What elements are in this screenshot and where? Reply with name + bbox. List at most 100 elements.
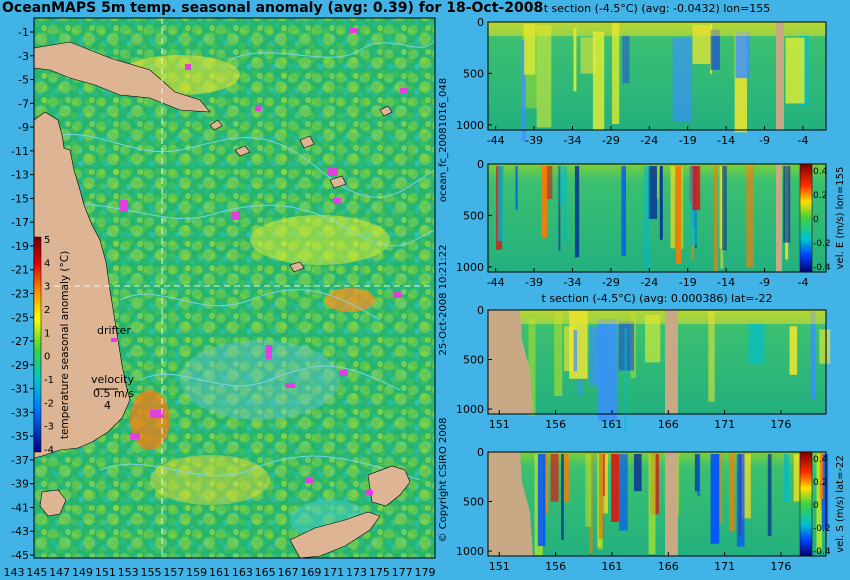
temperature-colorbar-ticks: 5 4 3 2 1 0 -1 -2 -3 -4 bbox=[44, 235, 54, 456]
section-feature bbox=[672, 38, 692, 122]
generated-date-label: 25-Oct-2008 10:21:22 bbox=[438, 244, 449, 355]
section-feature bbox=[656, 166, 659, 199]
section-feature bbox=[585, 454, 592, 527]
section-x-tick: -24 bbox=[640, 134, 658, 147]
section-feature bbox=[816, 454, 822, 551]
section-feature bbox=[784, 454, 789, 502]
section-feature bbox=[554, 312, 563, 397]
lon-tick-label: 171 bbox=[323, 566, 344, 579]
section-x-tick: 151 bbox=[489, 560, 510, 573]
section-x-tick: -14 bbox=[717, 276, 735, 289]
section-feature bbox=[692, 166, 701, 211]
section-feature bbox=[541, 166, 548, 239]
section-y-tick: 1000 bbox=[456, 403, 484, 416]
section-title: t section (-4.5°C) (avg: 0.000386) lat=-… bbox=[542, 292, 773, 305]
section-feature bbox=[742, 454, 751, 519]
lon-tick-label: 173 bbox=[346, 566, 367, 579]
section-feature bbox=[622, 35, 630, 84]
section-feature bbox=[675, 166, 682, 264]
section-feature bbox=[545, 454, 549, 514]
section-feature bbox=[574, 166, 580, 258]
section-feature bbox=[713, 166, 719, 273]
section-feature bbox=[558, 166, 561, 251]
temperature-colorbar-tick: -3 bbox=[44, 422, 54, 433]
velocity-legend-speed: 0.5 m/s bbox=[93, 387, 134, 400]
lat-tick-label: -29 bbox=[11, 359, 29, 372]
lon-tick-label: 155 bbox=[141, 566, 162, 579]
section-x-tick: -9 bbox=[759, 134, 770, 147]
lat-tick-label: -45 bbox=[11, 549, 29, 562]
drifter-legend-label: drifter bbox=[97, 324, 131, 337]
section-y-tick: 500 bbox=[463, 209, 484, 222]
section-feature bbox=[611, 454, 620, 522]
section-feature bbox=[710, 29, 720, 70]
lat-tick-label: -37 bbox=[11, 454, 29, 467]
velocity-colorbar-label: vel. S (m/s) lat=-22 bbox=[835, 455, 846, 553]
velocity-legend-label: velocity bbox=[91, 373, 134, 386]
velocity-colorbar-tick: -0.4 bbox=[813, 547, 831, 557]
temperature-colorbar-tick: -4 bbox=[44, 445, 54, 456]
section-feature bbox=[659, 166, 663, 240]
section-feature bbox=[718, 454, 723, 525]
section-feature bbox=[735, 31, 750, 79]
section-x-tick: 176 bbox=[770, 560, 791, 573]
velocity-colorbar-tick: 0 bbox=[813, 501, 819, 511]
section-y-tick: 500 bbox=[463, 67, 484, 80]
lat-tick-label: -3 bbox=[18, 50, 29, 63]
section-feature bbox=[612, 22, 620, 124]
section-frame bbox=[487, 21, 827, 131]
section-x-tick: -39 bbox=[525, 276, 543, 289]
section-feature bbox=[563, 454, 570, 503]
section-feature bbox=[736, 454, 745, 547]
section-x-tick: -24 bbox=[640, 276, 658, 289]
lat-tick-label: -15 bbox=[11, 192, 29, 205]
surface-layer bbox=[488, 310, 826, 324]
section-feature bbox=[648, 166, 658, 219]
section-feature bbox=[708, 310, 715, 402]
section-x-tick: 156 bbox=[545, 560, 566, 573]
lon-tick-label: 143 bbox=[4, 566, 25, 579]
section-feature bbox=[515, 166, 518, 210]
section-x-tick: -14 bbox=[717, 134, 735, 147]
velocity-colorbar-tick: 0.4 bbox=[813, 455, 828, 465]
section-feature bbox=[561, 454, 564, 540]
lon-tick-labels: 143 145 147 149 151 153 155 157 159 161 163 165 167 1… bbox=[4, 566, 436, 579]
temperature-colorbar bbox=[33, 236, 42, 453]
lon-tick-label: 177 bbox=[392, 566, 413, 579]
section-feature bbox=[720, 166, 724, 269]
lon-tick-label: 157 bbox=[163, 566, 184, 579]
lat-tick-label: -27 bbox=[11, 335, 29, 348]
lat-tick-label: -11 bbox=[11, 145, 29, 158]
velocity-colorbar-tick: 0.4 bbox=[813, 167, 828, 177]
section-x-tick: -34 bbox=[564, 276, 582, 289]
section-feature bbox=[598, 454, 603, 550]
section-feature bbox=[821, 454, 829, 530]
section-y-tick: 1000 bbox=[456, 261, 484, 274]
section-x-tick: -19 bbox=[679, 134, 697, 147]
lat-tick-label: -19 bbox=[11, 240, 29, 253]
section-x-tick: -29 bbox=[602, 276, 620, 289]
temperature-colorbar-tick: -2 bbox=[44, 398, 54, 409]
section-x-tick: 151 bbox=[489, 418, 510, 431]
lat-tick-label: -39 bbox=[11, 478, 29, 491]
section-feature bbox=[559, 166, 564, 205]
section-feature bbox=[573, 28, 577, 92]
section-x-tick: 161 bbox=[601, 560, 622, 573]
lon-tick-label: 165 bbox=[255, 566, 276, 579]
velocity-colorbar-label: vel. E (m/s) lon=155 bbox=[835, 167, 846, 270]
section-x-tick: -44 bbox=[487, 276, 505, 289]
lon-tick-label: 149 bbox=[72, 566, 93, 579]
section-feature bbox=[819, 329, 831, 364]
temperature-colorbar-label: temperature seasonal anomaly (°C) bbox=[59, 251, 71, 439]
section-feature bbox=[523, 24, 536, 75]
section-title: t section (-4.5°C) (avg: -0.0432) lon=15… bbox=[544, 2, 771, 15]
lon-tick-label: 147 bbox=[49, 566, 70, 579]
section-feature bbox=[580, 37, 596, 74]
surface-layer bbox=[488, 22, 826, 36]
section-x-tick: 171 bbox=[714, 560, 735, 573]
lon-tick-label: 163 bbox=[232, 566, 253, 579]
velocity-colorbar bbox=[799, 451, 813, 557]
velocity-colorbar-tick: 0.2 bbox=[813, 191, 827, 201]
section-feature bbox=[670, 166, 676, 249]
section-x-tick: -39 bbox=[525, 134, 543, 147]
